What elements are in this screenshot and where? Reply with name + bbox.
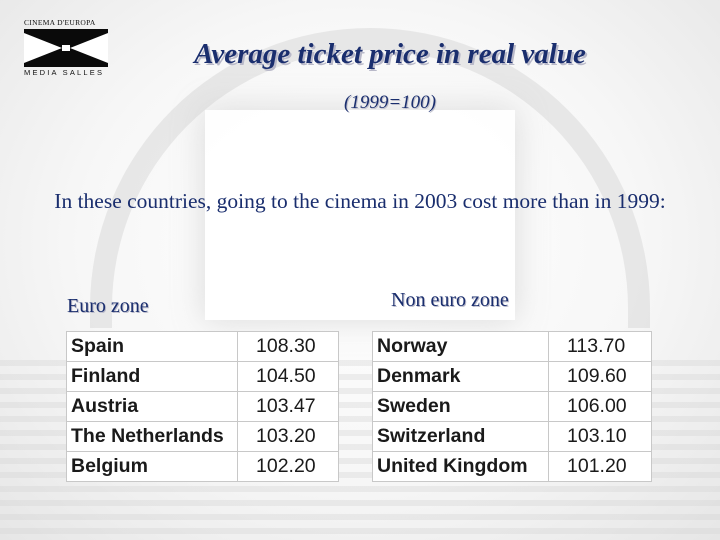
- table-row: Austria 103.47: [66, 391, 339, 422]
- country-cell: The Netherlands: [66, 421, 238, 452]
- media-salles-logo: CINEMA D'EUROPA MEDIA SALLES: [24, 18, 110, 78]
- country-cell: Denmark: [372, 361, 549, 392]
- euro-zone-table: Spain 108.30 Finland 104.50 Austria 103.…: [66, 331, 339, 482]
- country-cell: Spain: [66, 331, 238, 362]
- value-cell: 106.00: [548, 391, 652, 422]
- table-row: Sweden 106.00: [372, 391, 652, 422]
- logo-bottom-text: MEDIA SALLES: [24, 68, 105, 77]
- value-cell: 102.20: [237, 451, 339, 482]
- table-row: Spain 108.30: [66, 331, 339, 362]
- background-cinema-screen: [205, 110, 515, 320]
- value-cell: 104.50: [237, 361, 339, 392]
- country-cell: Switzerland: [372, 421, 549, 452]
- table-row: Denmark 109.60: [372, 361, 652, 392]
- value-cell: 108.30: [237, 331, 339, 362]
- country-cell: Belgium: [66, 451, 238, 482]
- intro-text: In these countries, going to the cinema …: [54, 189, 666, 213]
- table-row: Finland 104.50: [66, 361, 339, 392]
- country-cell: Austria: [66, 391, 238, 422]
- euro-zone-label: Euro zone: [67, 295, 149, 317]
- film-strip-logo-icon: [24, 29, 108, 67]
- non-euro-zone-label: Non euro zone: [391, 289, 509, 311]
- table-row: The Netherlands 103.20: [66, 421, 339, 452]
- value-cell: 103.10: [548, 421, 652, 452]
- country-cell: Norway: [372, 331, 549, 362]
- value-cell: 103.20: [237, 421, 339, 452]
- logo-top-text: CINEMA D'EUROPA: [24, 18, 96, 27]
- country-cell: Sweden: [372, 391, 549, 422]
- value-cell: 113.70: [548, 331, 652, 362]
- table-row: Norway 113.70: [372, 331, 652, 362]
- table-row: United Kingdom 101.20: [372, 451, 652, 482]
- slide-title: Average ticket price in real value: [194, 38, 586, 70]
- non-euro-zone-table: Norway 113.70 Denmark 109.60 Sweden 106.…: [372, 331, 652, 482]
- value-cell: 103.47: [237, 391, 339, 422]
- country-cell: Finland: [66, 361, 238, 392]
- table-row: Switzerland 103.10: [372, 421, 652, 452]
- country-cell: United Kingdom: [372, 451, 549, 482]
- table-row: Belgium 102.20: [66, 451, 339, 482]
- value-cell: 101.20: [548, 451, 652, 482]
- value-cell: 109.60: [548, 361, 652, 392]
- slide-subtitle: (1999=100): [344, 92, 436, 113]
